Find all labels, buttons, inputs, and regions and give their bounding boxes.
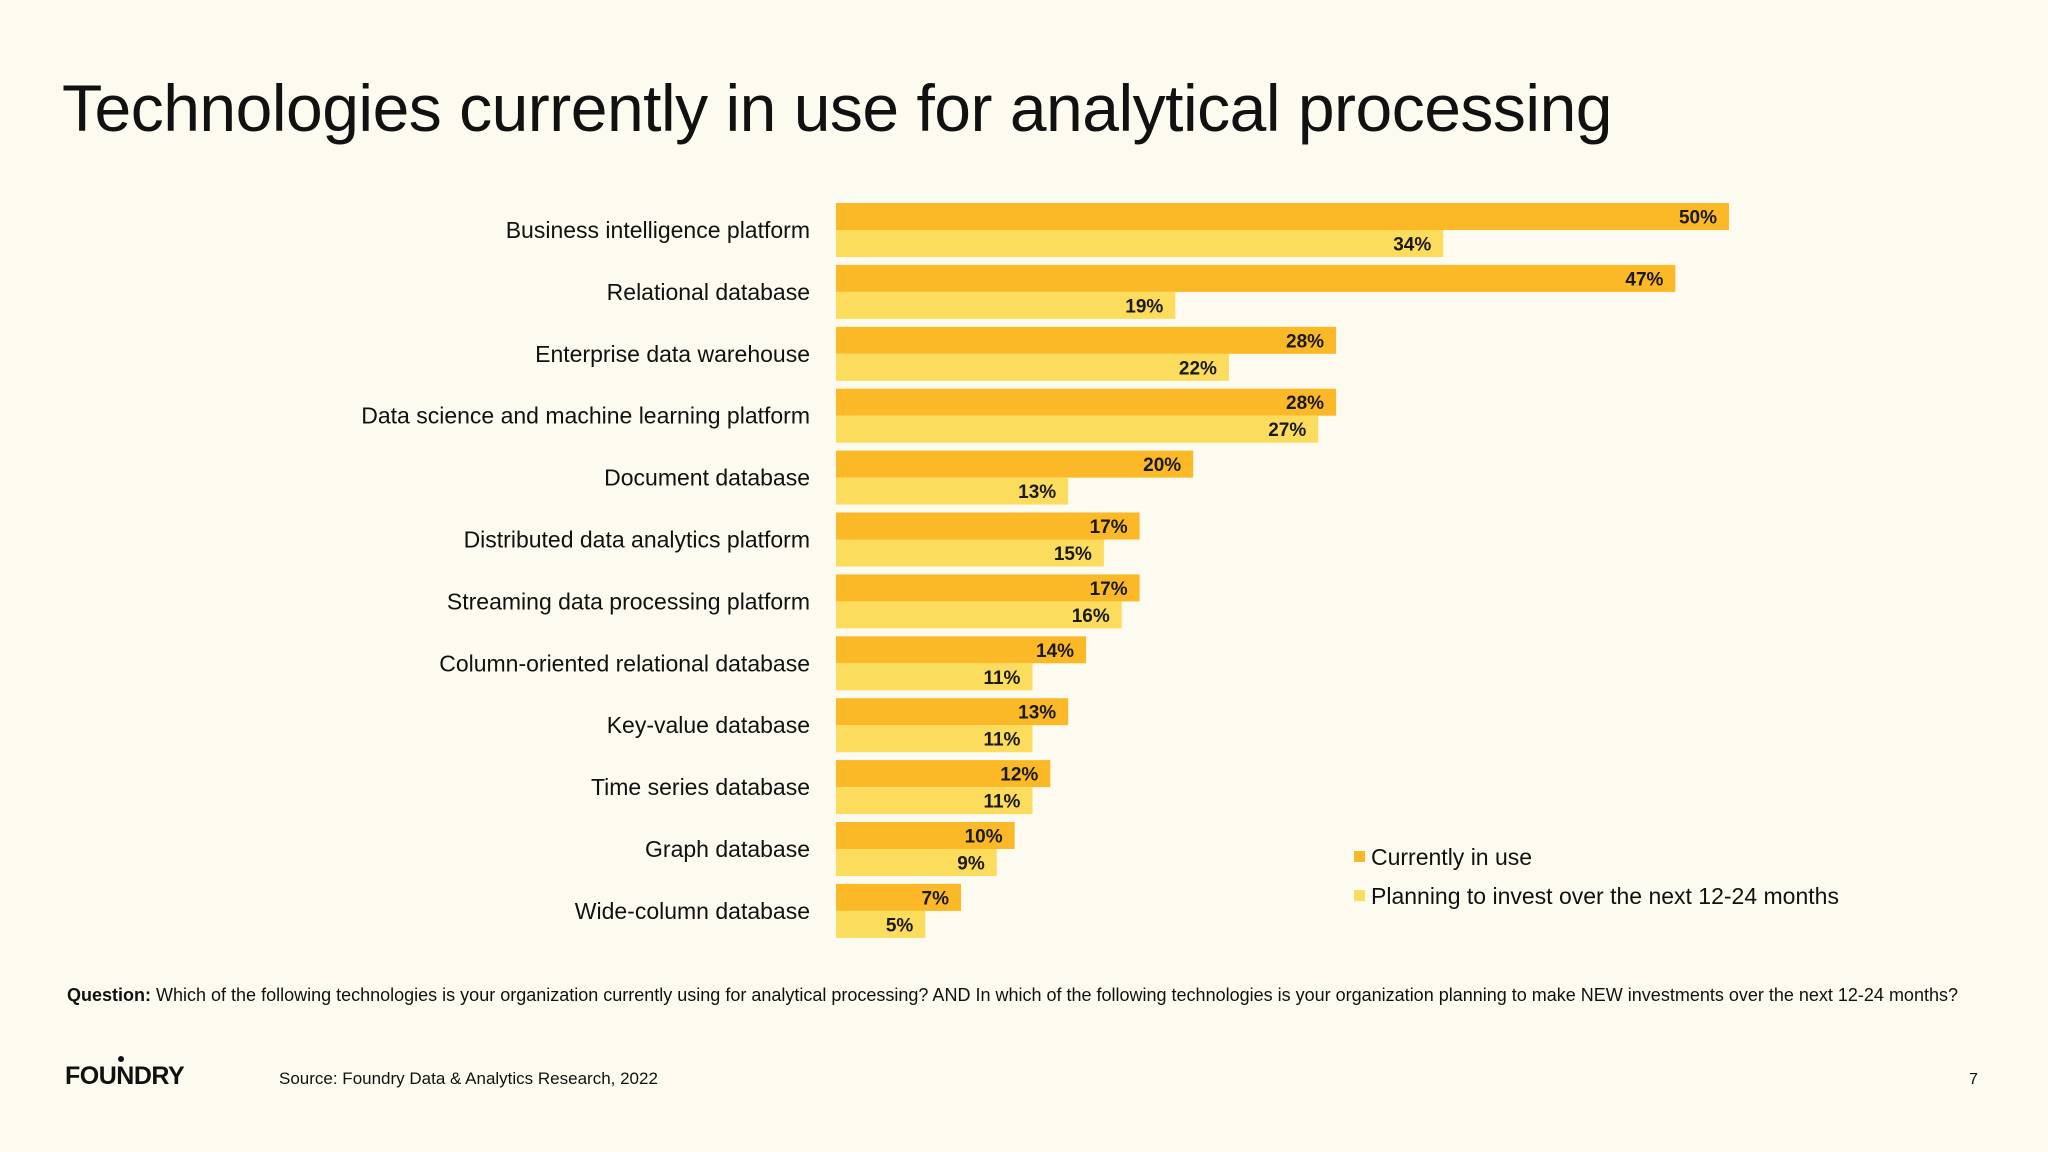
value-label-current: 20%: [1143, 455, 1181, 476]
value-label-planning: 27%: [1268, 420, 1306, 441]
bar-planning: [836, 725, 1033, 753]
value-label-planning: 19%: [1125, 296, 1163, 317]
value-label-planning: 11%: [983, 792, 1020, 813]
value-label-planning: 11%: [983, 730, 1020, 751]
bar-chart: Business intelligence platform Relational…: [361, 203, 1839, 938]
source-note: Source: Foundry Data & Analytics Researc…: [279, 1069, 658, 1088]
bar-planning: [836, 291, 1176, 319]
category-label: Distributed data analytics platform: [464, 527, 810, 553]
category-label: Enterprise data warehouse: [535, 341, 810, 367]
value-label-planning: 34%: [1393, 235, 1431, 256]
legend-swatch-current: [1354, 851, 1365, 862]
value-label-current: 13%: [1018, 703, 1056, 724]
category-label: Graph database: [645, 836, 810, 862]
value-label-planning: 22%: [1179, 358, 1217, 379]
page-title: Technologies currently in use for analyt…: [62, 71, 1613, 145]
logo-text: FOUNDRY: [65, 1062, 185, 1090]
bar-planning: [836, 415, 1319, 443]
legend-label-current: Currently in use: [1371, 844, 1532, 870]
bars: [836, 203, 1729, 938]
value-label-current: 28%: [1286, 393, 1324, 414]
bar-current: [836, 264, 1676, 292]
value-label-current: 17%: [1090, 579, 1128, 600]
category-label: Time series database: [591, 774, 810, 800]
bar-current: [836, 574, 1140, 602]
bar-planning: [836, 910, 926, 938]
value-label-current: 17%: [1090, 517, 1128, 538]
question-text: Which of the following technologies is y…: [156, 985, 1958, 1005]
value-label-current: 28%: [1286, 331, 1324, 352]
bar-current: [836, 450, 1194, 478]
bar-current: [836, 512, 1140, 540]
value-labels: 50% 34% 47% 19% 28% 22% 28% 27% 20% 13% 17% 15% 17% 1…: [886, 208, 1717, 937]
bar-current: [836, 883, 962, 911]
question-label: Question:: [67, 985, 151, 1005]
bar-planning: [836, 849, 997, 876]
bar-planning: [836, 539, 1104, 567]
bar-current: [836, 388, 1337, 416]
value-label-planning: 16%: [1072, 606, 1110, 627]
value-label-planning: 5%: [886, 915, 914, 936]
bar-planning: [836, 477, 1069, 505]
value-label-current: 50%: [1679, 208, 1717, 229]
value-label-current: 47%: [1625, 269, 1663, 290]
legend-label-planning: Planning to invest over the next 12-24 m…: [1371, 883, 1839, 909]
page-number: 7: [1969, 1071, 1978, 1088]
category-label: Streaming data processing platform: [447, 588, 810, 614]
category-label: Wide-column database: [575, 898, 810, 924]
category-label: Key-value database: [607, 712, 810, 738]
category-label: Relational database: [607, 279, 810, 305]
value-label-planning: 15%: [1054, 544, 1092, 565]
category-label: Document database: [604, 465, 810, 491]
bar-planning: [836, 601, 1122, 629]
category-label: Data science and machine learning platfo…: [361, 403, 810, 429]
bar-planning: [836, 353, 1229, 381]
bar-current: [836, 636, 1087, 664]
bar-planning: [836, 663, 1033, 691]
bar-planning: [836, 230, 1444, 257]
category-labels: Business intelligence platform Relational…: [361, 217, 810, 924]
category-label: Column-oriented relational database: [439, 650, 810, 676]
bar-current: [836, 203, 1729, 230]
value-label-planning: 9%: [957, 854, 985, 875]
bar-current: [836, 326, 1337, 354]
foundry-logo: FOUNDRY: [65, 1056, 185, 1091]
bar-current: [836, 822, 1015, 849]
value-label-current: 12%: [1000, 765, 1038, 786]
value-label-current: 7%: [922, 888, 950, 909]
value-label-current: 14%: [1036, 641, 1074, 662]
value-label-planning: 11%: [983, 668, 1020, 689]
category-label: Business intelligence platform: [506, 217, 810, 243]
bar-current: [836, 698, 1069, 726]
legend-swatch-planning: [1354, 890, 1365, 901]
survey-question: Question: Which of the following technol…: [67, 983, 1967, 1008]
bar-current: [836, 760, 1051, 788]
legend: Currently in use Planning to invest over …: [1354, 844, 1839, 909]
value-label-current: 10%: [965, 827, 1003, 848]
value-label-planning: 13%: [1018, 482, 1056, 503]
logo-dot: [118, 1056, 124, 1062]
bar-planning: [836, 787, 1033, 815]
